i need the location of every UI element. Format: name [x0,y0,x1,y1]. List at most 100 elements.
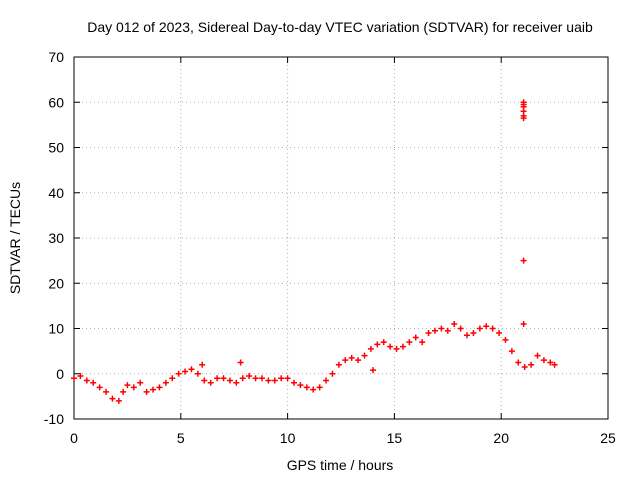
data-point [109,395,116,402]
data-point [547,359,554,366]
data-point [355,357,362,364]
data-point [496,330,503,337]
data-point [188,366,195,373]
data-point [502,336,509,343]
data-point [329,370,336,377]
y-tick-label: 30 [48,230,64,246]
data-point [103,388,110,395]
data-point [237,359,244,366]
data-point [451,320,458,327]
data-point [367,345,374,352]
y-axis-label: SDTVAR / TECUs [7,182,23,294]
data-point [130,384,137,391]
data-point [156,384,163,391]
x-axis-label: GPS time / hours [287,457,394,473]
y-tick-label: 10 [48,321,64,337]
data-point [258,375,265,382]
data-point [120,388,127,395]
data-point [342,357,349,364]
data-point [476,325,483,332]
data-point [323,377,330,384]
data-point [419,339,426,346]
data-point [239,375,246,382]
data-point [310,386,317,393]
data-point [534,352,541,359]
data-point [335,361,342,368]
data-point [278,375,285,382]
data-point [520,115,527,122]
data-point [520,101,527,108]
data-point [233,379,240,386]
data-point [412,334,419,341]
data-point [438,325,445,332]
data-point [380,339,387,346]
data-point [169,375,176,382]
data-point [124,382,131,389]
axis-ticks: 0 5 10 15 20 25 -10 0 10 20 30 40 50 60 70 [44,49,616,446]
data-point [137,379,144,386]
grid [74,57,608,419]
data-point [303,384,310,391]
data-point [431,327,438,334]
y-tick-label: -10 [44,411,64,427]
chart-title: Day 012 of 2023, Sidereal Day-to-day VTE… [87,19,593,35]
data-point [406,339,413,346]
data-point [214,375,221,382]
x-tick-label: 15 [387,430,403,446]
data-point [201,377,208,384]
x-tick-label: 25 [600,430,616,446]
data-point [457,325,464,332]
data-point [199,361,206,368]
data-point [252,375,259,382]
data-point [246,373,253,380]
data-point [316,384,323,391]
data-point [162,379,169,386]
y-tick-label: 20 [48,275,64,291]
data-point [182,368,189,375]
data-point [528,361,535,368]
data-point [90,379,97,386]
data-point [265,377,272,384]
data-point [489,325,496,332]
data-point [393,345,400,352]
data-point [520,257,527,264]
data-point [284,375,291,382]
data-point [551,361,558,368]
data-point [470,330,477,337]
data-point [194,370,201,377]
x-tick-label: 10 [280,430,296,446]
data-point [220,375,227,382]
data-point [115,397,122,404]
data-point [520,320,527,327]
data-point [508,348,515,355]
data-point [207,379,214,386]
y-tick-label: 70 [48,49,64,65]
x-tick-label: 5 [177,430,185,446]
data-point [77,373,84,380]
data-points [71,99,558,404]
data-point [291,379,298,386]
data-point [425,330,432,337]
y-tick-label: 40 [48,185,64,201]
data-point [483,323,490,330]
y-tick-label: 0 [56,366,64,382]
y-tick-label: 60 [48,94,64,110]
x-tick-label: 20 [493,430,509,446]
data-point [521,363,528,370]
data-point [150,386,157,393]
data-point [464,332,471,339]
data-point [226,377,233,384]
data-point [271,377,278,384]
data-point [370,367,377,374]
data-point [387,343,394,350]
data-point [444,327,451,334]
data-point [348,354,355,361]
data-point [361,352,368,359]
data-point [297,382,304,389]
y-tick-label: 50 [48,140,64,156]
data-point [96,384,103,391]
data-point [83,377,90,384]
x-tick-label: 0 [70,430,78,446]
data-point [175,370,182,377]
